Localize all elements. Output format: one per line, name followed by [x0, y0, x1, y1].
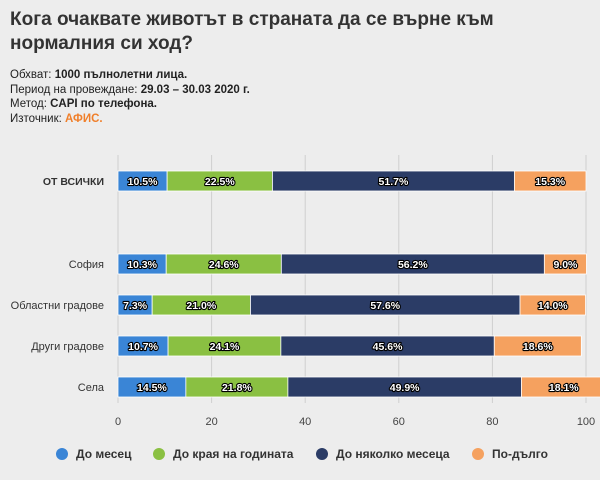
data-label: 45.6%	[373, 341, 403, 353]
data-label: 24.1%	[210, 341, 240, 353]
legend-label-3: До няколко месеца	[336, 447, 450, 461]
category-label: ОТ ВСИЧКИ	[43, 176, 104, 188]
legend-label-2: До края на годината	[173, 447, 293, 461]
data-label: 10.3%	[127, 259, 157, 271]
category-label: Областни градове	[11, 300, 104, 312]
legend-item-3[interactable]: До няколко месеца	[316, 444, 450, 464]
data-label: 10.7%	[128, 341, 158, 353]
data-label: 15.3%	[535, 176, 565, 188]
category-label: Други градове	[31, 341, 104, 353]
legend-item-1[interactable]: До месец	[56, 444, 131, 464]
x-tick-label: 60	[393, 416, 405, 428]
category-label: София	[69, 259, 104, 271]
data-label: 18.1%	[549, 382, 579, 394]
chart-legend: До месец До края на годината До няколко …	[0, 444, 600, 464]
data-label: 57.6%	[370, 300, 400, 312]
data-label: 10.5%	[128, 176, 158, 188]
data-label: 7.3%	[123, 300, 148, 312]
legend-swatch-3	[316, 448, 328, 460]
data-label: 14.5%	[137, 382, 167, 394]
x-tick-label: 80	[486, 416, 498, 428]
legend-item-4[interactable]: По-дълго	[472, 444, 548, 464]
legend-swatch-2	[153, 448, 165, 460]
data-label: 14.0%	[538, 300, 568, 312]
data-label: 18.6%	[523, 341, 553, 353]
data-label: 56.2%	[398, 259, 428, 271]
data-label: 24.6%	[209, 259, 239, 271]
legend-item-2[interactable]: До края на годината	[153, 444, 293, 464]
data-label: 9.0%	[553, 259, 578, 271]
x-tick-label: 0	[115, 416, 121, 428]
x-tick-label: 40	[299, 416, 311, 428]
legend-swatch-1	[56, 448, 68, 460]
legend-swatch-4	[472, 448, 484, 460]
category-label: Села	[78, 382, 105, 394]
data-label: 49.9%	[390, 382, 420, 394]
x-tick-label: 20	[205, 416, 217, 428]
data-label: 22.5%	[205, 176, 235, 188]
data-label: 21.8%	[222, 382, 252, 394]
data-label: 51.7%	[379, 176, 409, 188]
legend-label-4: По-дълго	[492, 447, 548, 461]
x-tick-label: 100	[577, 416, 595, 428]
legend-label-1: До месец	[76, 447, 131, 461]
stacked-bar-chart: 0 20 40 60 80 100 ОТ ВСИЧКИ София Областни градо…	[0, 0, 600, 440]
data-label: 21.0%	[186, 300, 216, 312]
